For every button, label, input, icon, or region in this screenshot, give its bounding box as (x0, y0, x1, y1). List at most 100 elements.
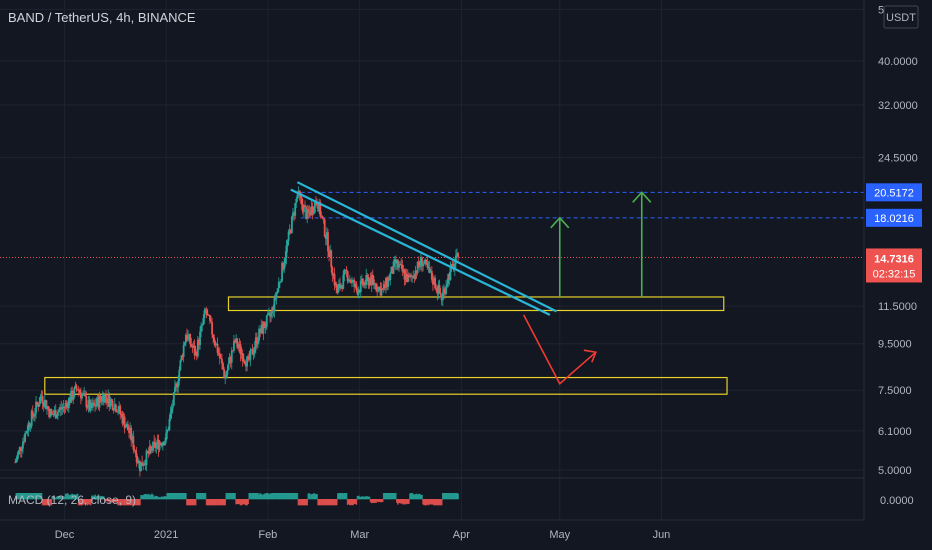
candle-body (179, 360, 182, 371)
candle-body (186, 335, 188, 340)
candle-body (170, 408, 173, 413)
macd-bar (252, 493, 255, 500)
macd-bar (61, 495, 64, 500)
macd-bar (215, 499, 218, 506)
macd-bar (18, 493, 21, 500)
candle-body (446, 283, 449, 287)
macd-bar (159, 497, 162, 500)
macd-bar (34, 493, 36, 500)
down-up-arrow-head (583, 349, 597, 363)
macd-bar (225, 493, 228, 500)
candle-body (231, 350, 234, 352)
candle-body (16, 454, 19, 460)
candle-body (271, 307, 274, 314)
candle-body (86, 407, 89, 408)
candle-body (235, 338, 238, 343)
macd-bar (363, 496, 365, 500)
candle-body (301, 204, 304, 213)
candle-body (175, 383, 177, 387)
candle-body (142, 465, 145, 467)
candle-body (252, 352, 255, 355)
macd-bar (160, 496, 163, 500)
candle-body (82, 393, 84, 395)
candle-body (439, 292, 442, 296)
candle-body (280, 281, 282, 283)
candle-body (249, 350, 252, 360)
candle-body (389, 273, 392, 280)
macd-bar (129, 499, 131, 506)
candle-body (88, 400, 91, 411)
candle-body (98, 395, 101, 408)
candle-body (19, 447, 22, 452)
macd-bar (403, 499, 406, 504)
macd-bar (69, 495, 71, 500)
candle-body (172, 392, 175, 406)
macd-bar (229, 493, 232, 500)
macd-bar (297, 499, 300, 506)
macd-bar (276, 493, 279, 500)
macd-bar (436, 499, 439, 506)
macd-bar (355, 499, 358, 505)
candle-body (135, 453, 138, 463)
candle-body (236, 338, 239, 348)
macd-bar (197, 493, 199, 500)
macd-bar (228, 493, 231, 500)
candle-body (200, 325, 203, 332)
candle-body (332, 273, 335, 276)
candle-body (20, 448, 23, 452)
macd-bar (324, 499, 327, 506)
currency-button[interactable] (883, 5, 919, 29)
candle-body (145, 450, 148, 466)
candle-body (35, 401, 37, 414)
macd-bar (349, 499, 351, 506)
candle-body (338, 283, 340, 288)
macd-bar (49, 499, 52, 506)
candle-body (205, 309, 208, 315)
macd-bar (115, 499, 117, 503)
price-axis-label: 9.5000 (878, 339, 912, 351)
candle-body (287, 231, 290, 241)
macd-bar (450, 493, 453, 500)
candle-body (277, 282, 280, 289)
candle-body (228, 357, 231, 364)
candle-body (388, 277, 391, 280)
candle-body (250, 349, 253, 351)
macd-bar (370, 499, 373, 504)
candle-body (308, 211, 311, 213)
candle-body (76, 389, 79, 391)
candle-body (152, 441, 154, 451)
candle-body (438, 284, 441, 293)
macd-bar (300, 499, 303, 506)
candle-body (317, 205, 320, 212)
macd-bar (246, 499, 248, 506)
price-axis-label: 7.5000 (878, 385, 912, 397)
candle-body (272, 307, 275, 312)
price-axis-label: 24.5000 (878, 152, 918, 164)
macd-bar (235, 499, 237, 505)
macd-bar (440, 499, 443, 506)
macd-bar (239, 499, 242, 506)
candle-body (213, 338, 216, 342)
macd-bar (457, 493, 459, 500)
macd-bar (352, 499, 354, 506)
candle-body (421, 257, 423, 267)
macd-bar (38, 493, 41, 500)
macd-bar (416, 494, 419, 500)
macd-bar (238, 499, 241, 505)
macd-bar (236, 499, 239, 505)
macd-bar (153, 496, 155, 500)
chart-title: BAND / TetherUS, 4h, BINANCE (8, 10, 196, 25)
candle-body (39, 396, 42, 404)
macd-bar (234, 493, 236, 500)
macd-bar (419, 493, 421, 500)
macd-bar (290, 493, 292, 500)
candle-body (371, 274, 374, 280)
candle-body (226, 369, 229, 375)
macd-bar (262, 494, 265, 500)
candle-body (74, 385, 77, 388)
candle-body (151, 448, 153, 451)
candle-body (453, 263, 456, 271)
macd-bar (212, 499, 214, 506)
candle-body (24, 433, 27, 442)
